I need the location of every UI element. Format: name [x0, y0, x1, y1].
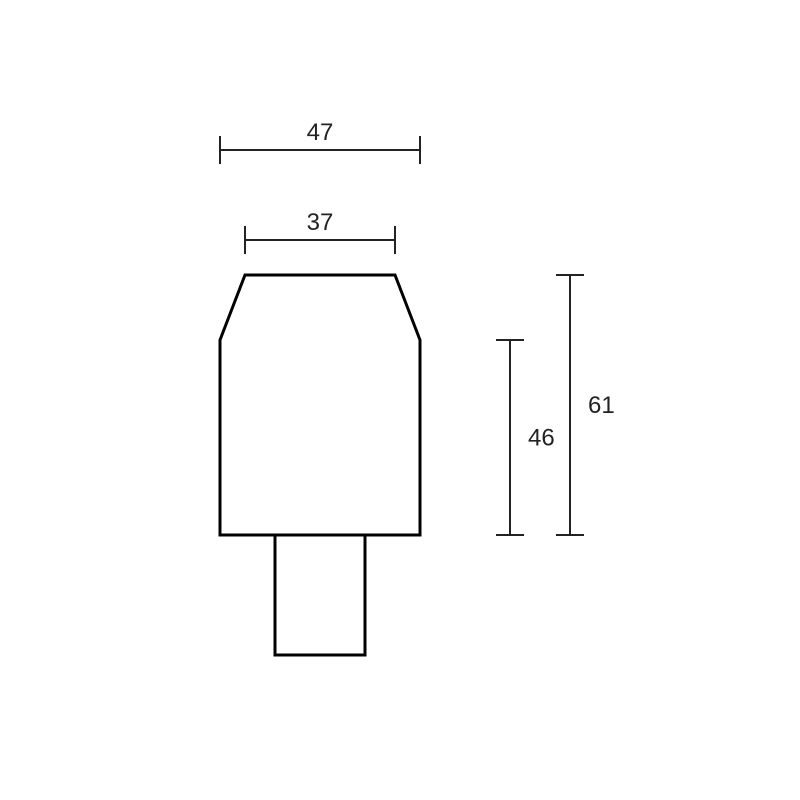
dimension-value: 61 — [588, 392, 615, 419]
dimension-value: 46 — [528, 425, 555, 452]
engineering-drawing: 47 37 61 46 — [0, 0, 800, 800]
dimension-right-lower: 46 — [496, 340, 555, 535]
part-body-outline — [220, 275, 420, 535]
dimension-value: 47 — [307, 119, 334, 146]
dimension-value: 37 — [307, 209, 334, 236]
dimension-right-full: 61 — [556, 275, 615, 535]
dimension-top-inner: 37 — [245, 209, 395, 254]
dimension-top-outer: 47 — [220, 119, 420, 164]
part-stem-outline — [275, 535, 365, 655]
